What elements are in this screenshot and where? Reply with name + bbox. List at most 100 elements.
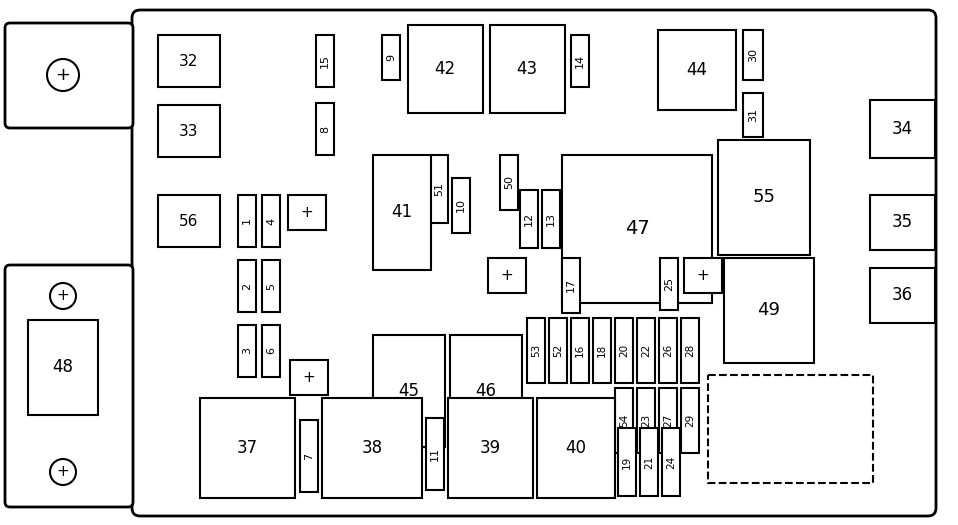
Text: 7: 7 [304, 453, 314, 459]
Bar [684, 258, 722, 293]
Bar [426, 418, 444, 490]
Bar [373, 335, 445, 447]
Text: 43: 43 [516, 60, 537, 78]
Text: 16: 16 [575, 343, 585, 356]
Text: 35: 35 [892, 213, 913, 231]
Text: 3: 3 [242, 348, 252, 354]
Text: 19: 19 [622, 455, 632, 469]
Bar [322, 398, 422, 498]
Bar [708, 375, 873, 483]
Text: 18: 18 [597, 343, 607, 356]
Bar [681, 318, 699, 383]
Text: 41: 41 [392, 203, 413, 221]
Bar [452, 178, 470, 233]
Text: 22: 22 [641, 343, 651, 356]
Text: 11: 11 [430, 447, 440, 461]
Text: +: + [301, 205, 313, 220]
Bar [637, 318, 655, 383]
Text: 27: 27 [663, 413, 673, 427]
Bar [870, 100, 935, 158]
Bar [870, 268, 935, 323]
Bar [724, 258, 814, 363]
Bar [743, 93, 763, 137]
Bar [238, 325, 256, 377]
Text: +: + [303, 370, 315, 385]
Text: 32: 32 [179, 54, 198, 68]
Bar [870, 195, 935, 250]
Bar [593, 318, 611, 383]
Bar [637, 388, 655, 453]
Text: 9: 9 [386, 54, 396, 60]
FancyBboxPatch shape [5, 23, 133, 128]
Text: 28: 28 [685, 343, 695, 356]
Text: 55: 55 [752, 188, 775, 206]
Bar [382, 35, 400, 80]
Text: 23: 23 [641, 413, 651, 427]
Text: 14: 14 [575, 54, 585, 68]
Text: +: + [57, 289, 69, 303]
Text: 10: 10 [456, 198, 466, 212]
Bar [618, 428, 636, 496]
Text: 8: 8 [320, 125, 330, 132]
Bar [158, 195, 220, 247]
Bar [571, 35, 589, 87]
Text: 50: 50 [504, 175, 514, 189]
Text: 5: 5 [266, 282, 276, 289]
Text: 49: 49 [758, 301, 781, 319]
Bar [640, 428, 658, 496]
Text: 31: 31 [748, 108, 758, 122]
Bar [562, 258, 580, 313]
Bar [262, 195, 280, 247]
Text: 53: 53 [531, 343, 541, 356]
Bar [200, 398, 295, 498]
Text: 33: 33 [179, 123, 198, 139]
Text: 24: 24 [666, 455, 676, 469]
Bar [571, 318, 589, 383]
Bar [288, 195, 326, 230]
Text: 4: 4 [266, 217, 276, 225]
Bar [562, 155, 712, 303]
Bar [408, 25, 483, 113]
Text: 30: 30 [748, 48, 758, 62]
Text: 34: 34 [892, 120, 913, 138]
Bar [615, 388, 633, 453]
Text: 39: 39 [479, 439, 501, 457]
Bar [660, 258, 678, 310]
Bar [28, 320, 98, 415]
Text: 20: 20 [619, 343, 629, 356]
Text: 15: 15 [320, 54, 330, 68]
Text: 1: 1 [242, 217, 252, 225]
Bar [615, 318, 633, 383]
Text: 40: 40 [565, 439, 586, 457]
Text: 54: 54 [619, 413, 629, 427]
Text: 6: 6 [266, 348, 276, 354]
Bar [662, 428, 680, 496]
Bar [549, 318, 567, 383]
Bar [520, 190, 538, 248]
Bar [488, 258, 526, 293]
Text: 46: 46 [475, 382, 496, 400]
Bar [537, 398, 615, 498]
Bar [448, 398, 533, 498]
Bar [262, 260, 280, 312]
Text: 38: 38 [361, 439, 382, 457]
Bar [373, 155, 431, 270]
Bar [527, 318, 545, 383]
Text: +: + [56, 66, 71, 84]
Bar [450, 335, 522, 447]
Text: 26: 26 [663, 343, 673, 356]
Text: 12: 12 [524, 212, 534, 226]
Text: 45: 45 [399, 382, 420, 400]
Text: 17: 17 [566, 278, 576, 292]
Text: +: + [57, 465, 69, 479]
Text: 21: 21 [644, 455, 654, 469]
Text: 29: 29 [685, 413, 695, 427]
FancyBboxPatch shape [132, 10, 936, 516]
Text: 36: 36 [892, 286, 913, 304]
Bar [430, 155, 448, 223]
Bar [238, 260, 256, 312]
Bar [490, 25, 565, 113]
Text: 51: 51 [434, 182, 444, 196]
FancyBboxPatch shape [5, 265, 133, 507]
Text: 56: 56 [179, 214, 198, 228]
